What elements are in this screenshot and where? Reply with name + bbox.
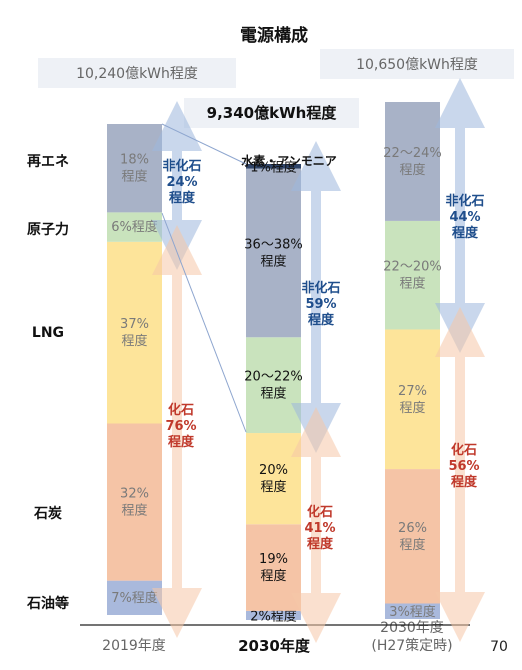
total-label: 10,650億kWh程度 [356, 57, 478, 73]
segment-label: 1%程度 [250, 159, 297, 175]
x-axis-label: 2030年度 [238, 637, 311, 655]
segment-label: 6%程度 [111, 219, 158, 235]
x-axis-label: 2030年度(H27策定時) [371, 620, 452, 654]
segment-label: 36～38%程度 [244, 237, 302, 269]
segment-label: 3%程度 [389, 604, 436, 620]
nonfossil-label: 非化石 59%程度 [301, 280, 340, 328]
bar-segment [246, 433, 301, 525]
fossil-label: 化石 76%程度 [165, 402, 196, 450]
segment-label: 7%程度 [111, 590, 158, 606]
segment-label: 20～22%程度 [244, 370, 302, 402]
row-label: 再エネ [27, 154, 69, 170]
row-label: 石炭 [33, 505, 62, 522]
row-label: LNG [32, 325, 64, 341]
total-label: 9,340億kWh程度 [207, 104, 338, 122]
segment-label: 26%程度 [398, 521, 427, 553]
bar-segment [107, 241, 162, 424]
total-box [184, 98, 359, 128]
bar-segment [107, 124, 162, 213]
fossil-label: 化石 56%程度 [448, 442, 479, 490]
nonfossil-label: 非化石 44%程度 [445, 193, 484, 241]
segment-label: 18%程度 [120, 153, 149, 185]
row-label: 石油等 [26, 595, 69, 612]
segment-label: 32%程度 [120, 487, 149, 519]
bar-segment [385, 603, 440, 619]
x-axis-label: 2019年度 [102, 638, 166, 654]
bar-segment [246, 524, 301, 611]
segment-label: 20%程度 [259, 463, 288, 495]
bar-segment [385, 469, 440, 604]
bar-segment [385, 220, 440, 330]
segment-label: 27%程度 [398, 384, 427, 416]
segment-label: 22～20%程度 [383, 260, 441, 292]
hydrogen-ammonia-label: 水素・アンモニア [241, 153, 337, 168]
bar-segment [246, 337, 301, 434]
segment-label: 19%程度 [259, 552, 288, 584]
fossil-label: 化石 41%程度 [304, 504, 335, 552]
total-label: 10,240億kWh程度 [76, 66, 198, 82]
connector-line [161, 212, 247, 433]
bar-segment [107, 423, 162, 581]
bar-segment [385, 102, 440, 221]
page-number: 70 [490, 639, 508, 655]
nonfossil-label: 非化石 24%程度 [162, 158, 201, 206]
bar-segment [246, 610, 301, 620]
chart-title: 電源構成 [240, 25, 308, 46]
bar-segment [385, 329, 440, 470]
connector-line [161, 123, 247, 165]
segment-label: 37%程度 [120, 317, 149, 349]
segment-label: 22～24%程度 [383, 146, 441, 178]
total-box [320, 49, 514, 79]
bar-segment [246, 168, 301, 338]
total-box [38, 58, 236, 88]
segment-label: 2%程度 [250, 608, 297, 624]
bar-segment [246, 164, 301, 169]
row-label: 原子力 [27, 221, 69, 238]
